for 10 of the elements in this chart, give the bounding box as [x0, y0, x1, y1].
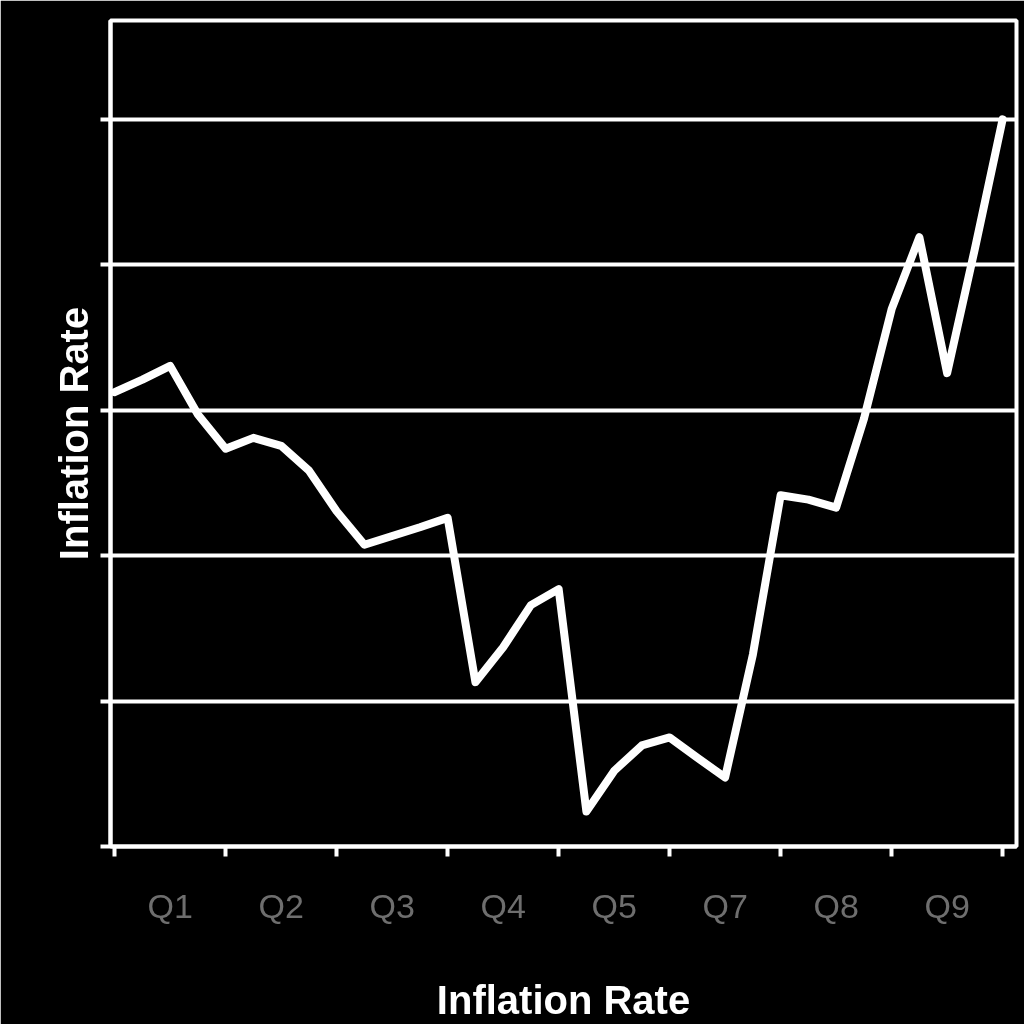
x-tick-label: Q7 [702, 886, 748, 925]
x-tick-label: Q9 [924, 886, 970, 925]
x-tick-label: Q4 [480, 886, 526, 925]
x-tick-label: Q2 [258, 886, 304, 925]
x-tick-label: Q1 [147, 886, 193, 925]
x-tick-label: Q8 [813, 886, 859, 925]
y-axis-title: Inflation Rate [51, 306, 96, 561]
x-tick-label: Q5 [591, 886, 637, 925]
x-axis-title: Inflation Rate [436, 977, 691, 1022]
x-tick-label: Q3 [369, 886, 415, 925]
